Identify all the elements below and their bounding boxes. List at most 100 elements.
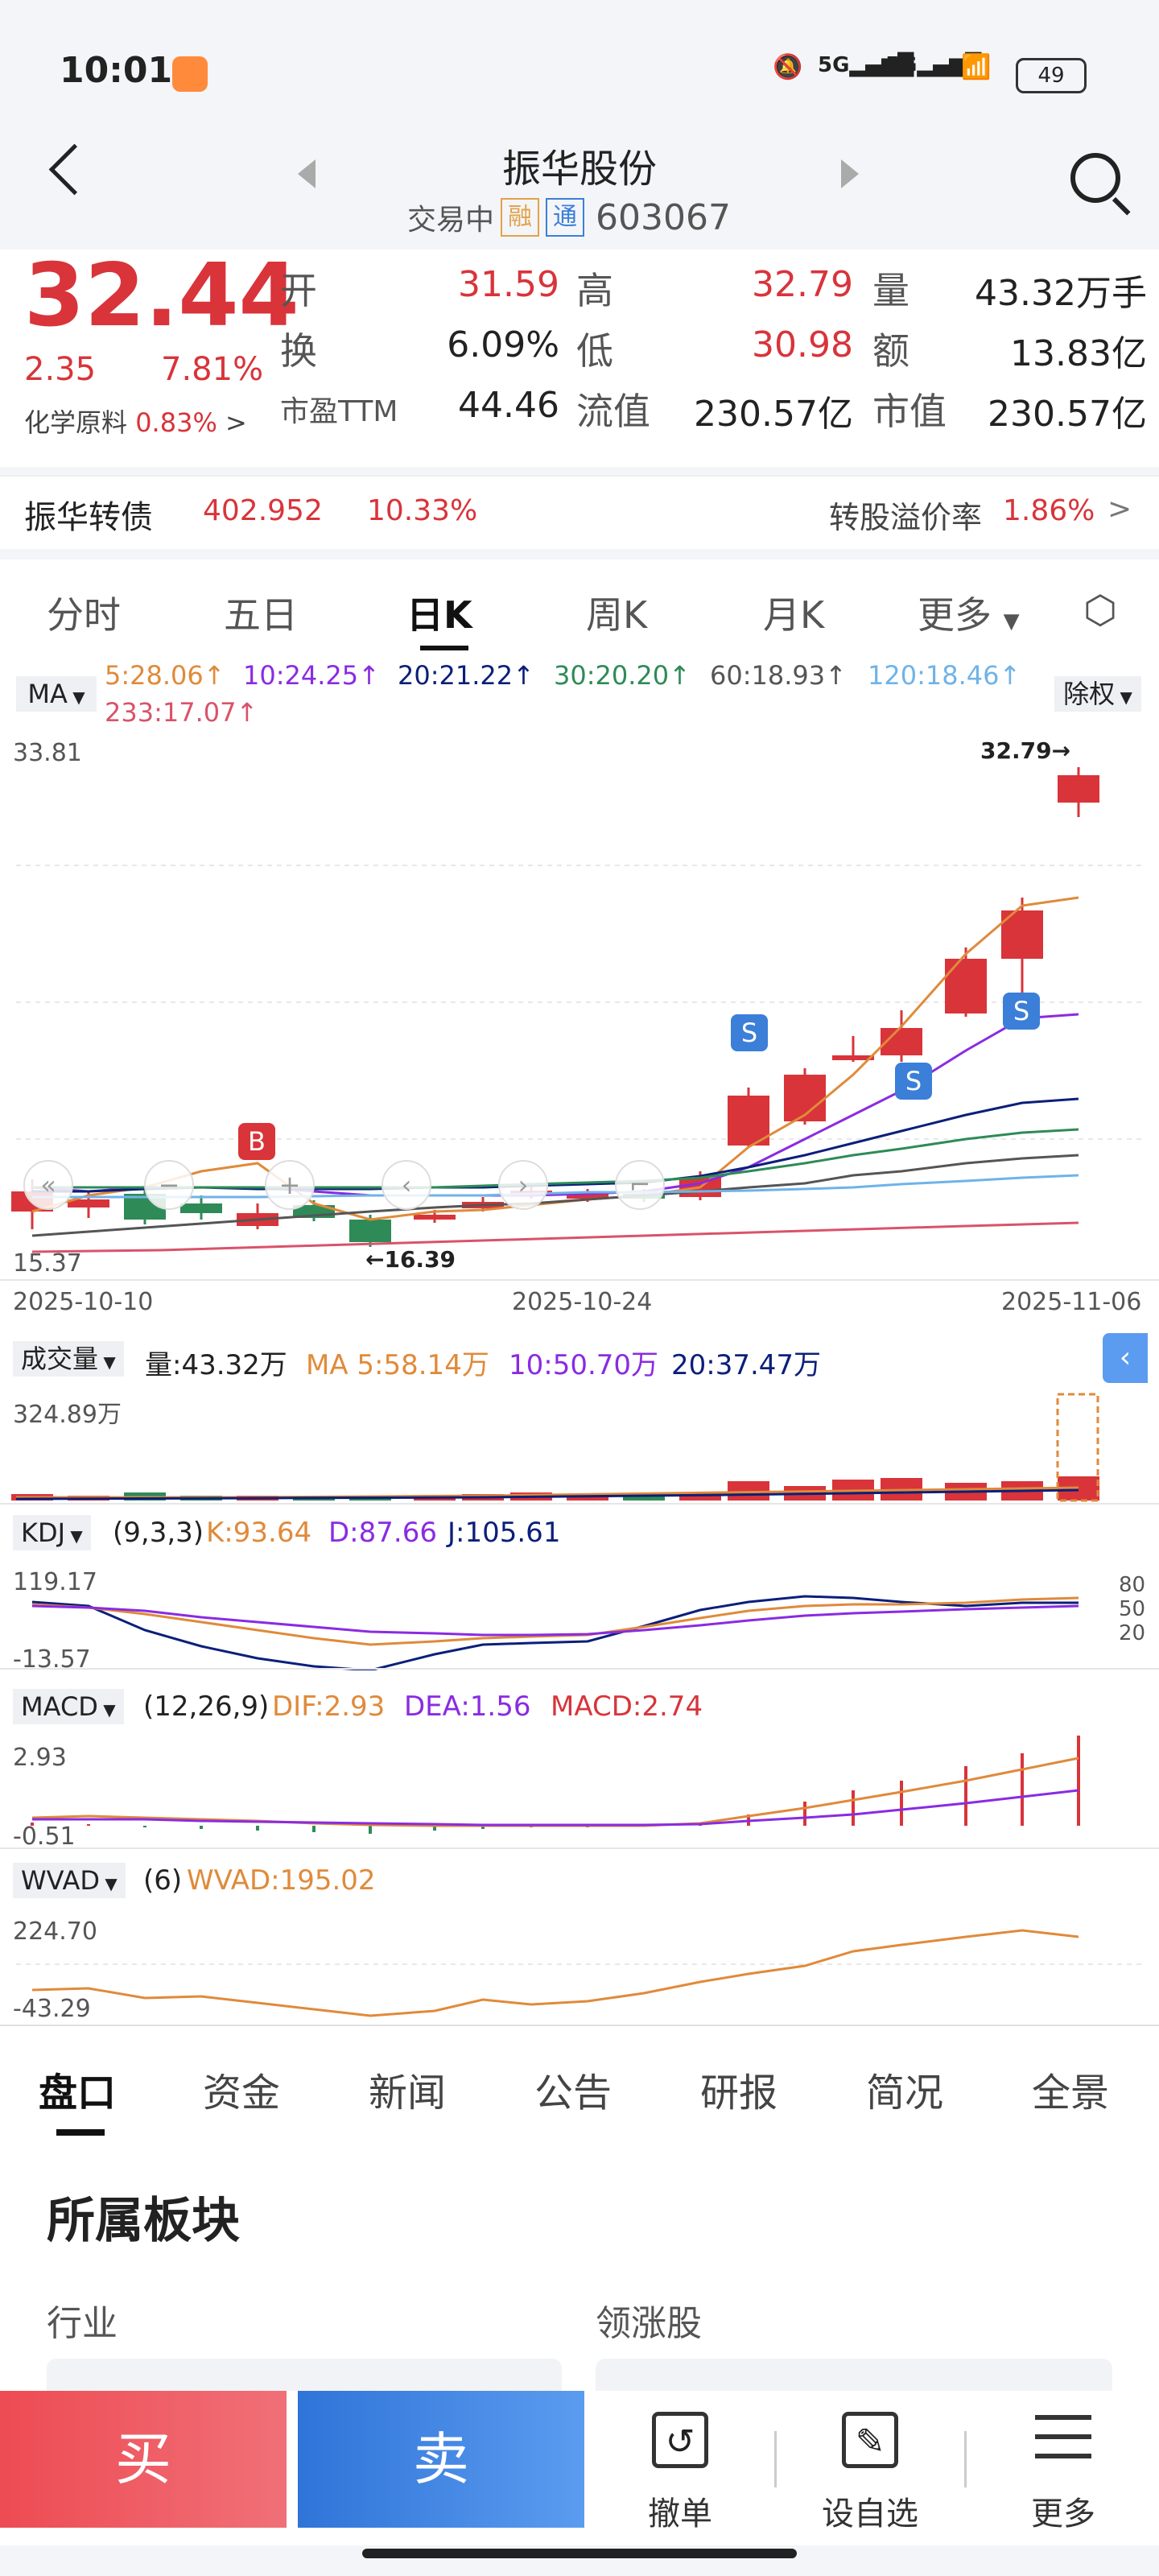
candle [832, 1055, 874, 1060]
industry-card[interactable] [47, 2359, 562, 2391]
candle [68, 1199, 109, 1208]
kdj-d: D:87.66 [328, 1517, 437, 1549]
convertible-bond-row[interactable] [0, 475, 1159, 549]
field-label: 高 [576, 269, 613, 312]
premium-value: 1.86% [1003, 494, 1095, 527]
field-value: 230.57亿 [694, 394, 853, 435]
prev-stock-icon[interactable] [298, 159, 316, 188]
chart-settings-icon[interactable]: ⬡ [1083, 588, 1117, 633]
tab-profile[interactable]: 简况 [866, 2070, 944, 2116]
tab-news[interactable]: 新闻 [369, 2070, 447, 2116]
candle [1058, 775, 1099, 803]
edit-icon[interactable]: ✎ [842, 2412, 898, 2468]
price-change-pct: 7.81% [161, 351, 264, 388]
adjust-selector[interactable]: 除权 ▼ [1054, 676, 1141, 712]
volume-value: 量:43.32万 [145, 1349, 287, 1381]
svg-text:⌐: ⌐ [629, 1170, 651, 1200]
kdj-j: J:105.61 [448, 1517, 561, 1549]
high-marker: 32.79→ [980, 737, 1071, 764]
signal-5g-icon: 5G▂▄▆█ [818, 53, 914, 77]
dropdown-icon: ▼ [65, 1526, 83, 1546]
ma120-value: 120:18.46↑ [868, 660, 1021, 691]
kdj-ref: 20 [1119, 1621, 1146, 1645]
tab-weekly-k[interactable]: 周K [586, 593, 648, 637]
dropdown-icon: ▼ [98, 1352, 116, 1372]
bond-pct: 10.33% [367, 494, 478, 527]
volume-ma20: 20:37.47万 [671, 1349, 822, 1381]
field-value: 6.09% [447, 324, 559, 365]
sell-marker: S [1013, 996, 1029, 1026]
wvad-selector[interactable]: WVAD ▼ [13, 1863, 126, 1898]
date-label: 2025-11-06 [1001, 1288, 1142, 1316]
dropdown-icon: ▼ [97, 1700, 116, 1719]
cancel-order-icon[interactable]: ↺ [652, 2412, 708, 2468]
industry-link[interactable]: 化学原料 0.83% > [24, 407, 247, 438]
leader-card[interactable] [596, 2359, 1112, 2391]
y-axis-top: 33.81 [13, 739, 82, 767]
tab-research[interactable]: 研报 [700, 2070, 778, 2116]
wvad-canvas [16, 1929, 1143, 2017]
field-label: 流值 [576, 390, 650, 433]
macd-value: MACD:2.74 [551, 1690, 703, 1723]
buy-button[interactable]: 买 [0, 2391, 287, 2528]
volume-ma5: MA 5:58.14万 [306, 1349, 489, 1381]
field-value: 30.98 [752, 324, 853, 365]
field-label: 市值 [872, 390, 947, 433]
current-price: 32.44 [24, 246, 299, 346]
field-value: 44.46 [458, 385, 559, 426]
tab-funds[interactable]: 资金 [203, 2070, 281, 2116]
menu-icon[interactable] [1035, 2415, 1091, 2458]
detail-tabs [0, 2025, 1159, 2145]
macd-top: 2.93 [13, 1744, 67, 1772]
field-label: 换 [280, 329, 317, 373]
cancel-order-button[interactable]: 撤单 [648, 2496, 712, 2533]
chevron-right-icon: > [225, 407, 247, 438]
tab-more[interactable]: 更多 ▼ [918, 593, 1020, 637]
macd-params: (12,26,9) [143, 1690, 270, 1723]
kdj-selector[interactable]: KDJ ▼ [13, 1515, 91, 1550]
buy-marker: B [248, 1126, 266, 1157]
tab-daily-k[interactable]: 日K [406, 593, 472, 637]
tab-monthly-k[interactable]: 月K [763, 593, 825, 637]
candle [414, 1215, 456, 1220]
macd-selector[interactable]: MACD ▼ [13, 1689, 124, 1724]
sell-marker: S [905, 1066, 922, 1096]
low-marker: ←16.39 [365, 1246, 456, 1273]
collapse-panel-icon[interactable]: ‹ [1103, 1333, 1148, 1383]
tab-intraday[interactable]: 分时 [47, 593, 121, 637]
volume-bar [679, 1492, 721, 1501]
candle [945, 959, 987, 1013]
wvad-value: WVAD:195.02 [187, 1864, 376, 1897]
ma10-value: 10:24.25↑ [243, 660, 380, 691]
tab-overview[interactable]: 全景 [1032, 2070, 1110, 2116]
more-button[interactable]: 更多 [1031, 2496, 1095, 2533]
field-value: 43.32万手 [975, 273, 1147, 314]
next-stock-icon[interactable] [841, 159, 859, 188]
sell-marker: S [741, 1018, 757, 1048]
field-label: 额 [872, 329, 909, 373]
add-watchlist-button[interactable]: 设自选 [822, 2496, 918, 2533]
chart-tabs [0, 559, 1159, 656]
tab-five-day[interactable]: 五日 [224, 593, 298, 637]
volume-selector[interactable]: 成交量 ▼ [13, 1341, 124, 1377]
stock-subtitle: 交易中融通 603067 [407, 196, 731, 238]
tab-announcements[interactable]: 公告 [534, 2070, 612, 2116]
kdj-canvas [0, 1595, 1159, 1670]
field-value: 31.59 [458, 264, 559, 305]
svg-text:+: + [279, 1170, 301, 1200]
tab-active-indicator [420, 646, 468, 650]
stock-code: 603067 [596, 196, 731, 238]
wvad-params: (6) [143, 1864, 183, 1897]
candle [728, 1096, 769, 1146]
tab-orderbook[interactable]: 盘口 [39, 2070, 117, 2116]
field-value: 32.79 [752, 264, 853, 305]
search-icon[interactable] [1070, 153, 1120, 203]
dropdown-icon: ▼ [1003, 609, 1020, 634]
sell-button[interactable]: 卖 [298, 2391, 584, 2528]
svg-text:‹: ‹ [402, 1170, 412, 1200]
back-icon[interactable] [48, 143, 101, 196]
wifi-icon: 📶 [961, 53, 992, 81]
ma-selector[interactable]: MA ▼ [16, 676, 97, 712]
macd-bottom: -0.51 [13, 1823, 76, 1851]
y-axis-bottom: 15.37 [13, 1249, 82, 1278]
